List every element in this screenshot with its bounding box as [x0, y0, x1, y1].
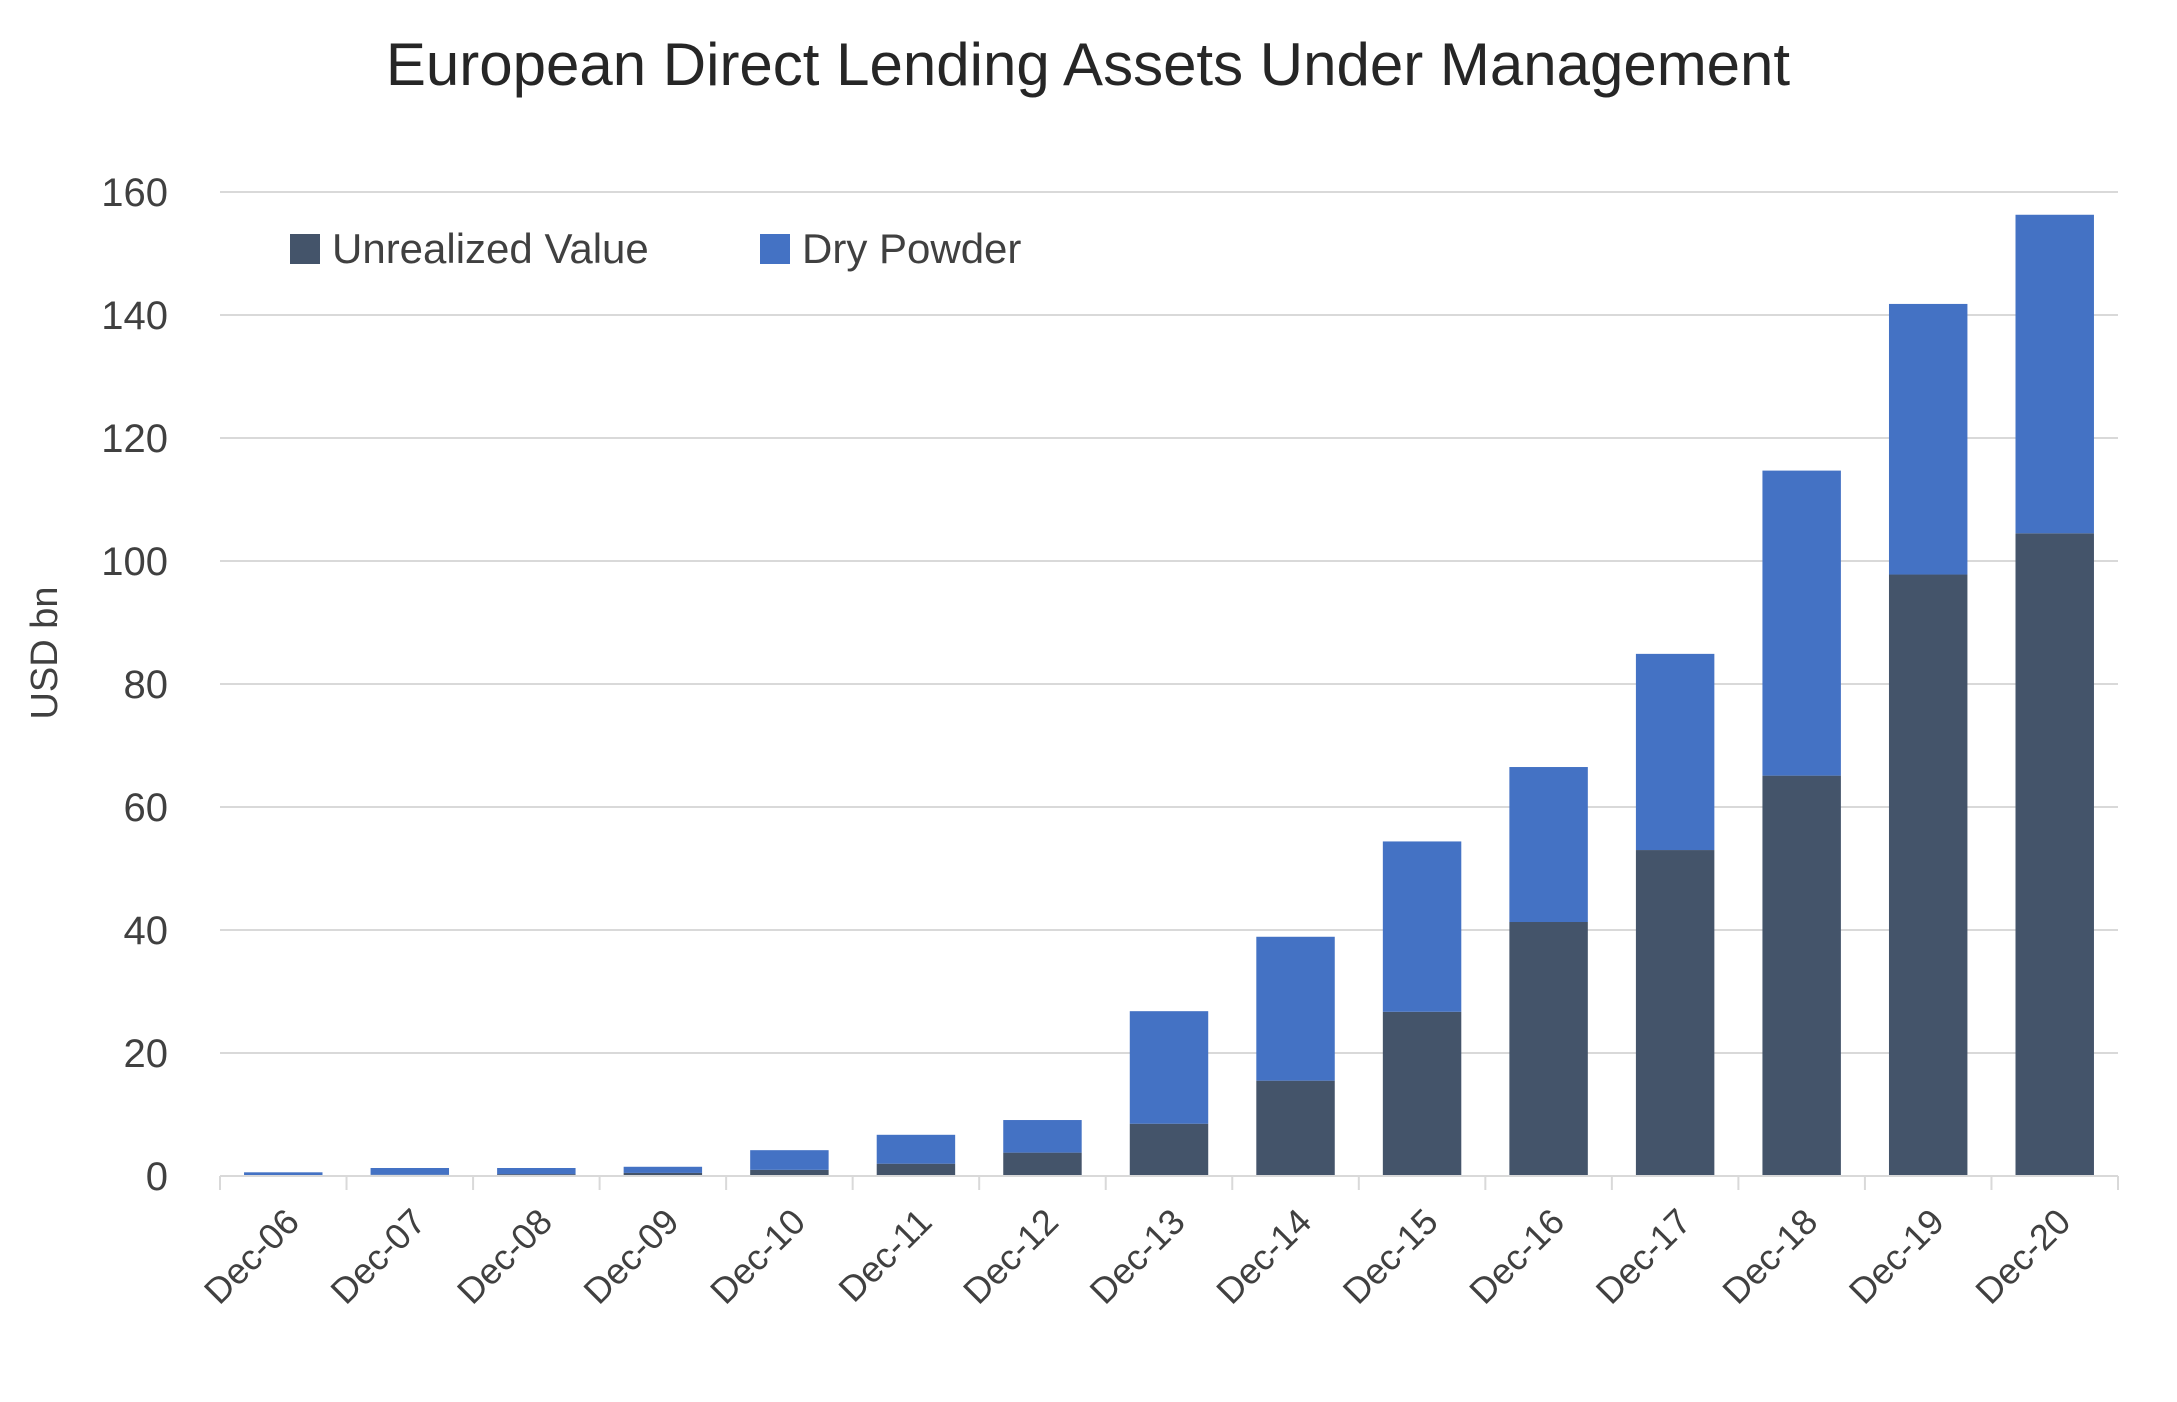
bar-dry-powder [1888, 303, 1968, 575]
legend-swatch-dry-powder [760, 234, 790, 264]
bar-unrealized-value [2015, 533, 2094, 1176]
y-tick-label: 40 [124, 909, 169, 953]
x-tick-label: Dec-16 [1461, 1201, 1572, 1312]
y-tick-label: 120 [101, 417, 168, 461]
y-axis: 0 20 40 60 80 100 120 140 160 [101, 171, 168, 1199]
bar-dry-powder [1762, 470, 1841, 776]
legend: Unrealized Value Dry Powder [290, 225, 1021, 272]
bar-unrealized-value [750, 1169, 829, 1176]
bar-dry-powder [1129, 1011, 1209, 1124]
x-tick-label: Dec-11 [830, 1201, 939, 1310]
legend-label: Dry Powder [802, 225, 1021, 272]
y-tick-label: 60 [124, 786, 169, 830]
legend-swatch-unrealized-value [290, 234, 320, 264]
bar-dry-powder [623, 1166, 703, 1173]
x-tick-label: Dec-09 [575, 1201, 686, 1312]
x-tick-label: Dec-13 [1082, 1201, 1193, 1312]
bar-unrealized-value [1888, 574, 1968, 1176]
x-tick-label: Dec-19 [1841, 1201, 1952, 1312]
legend-label: Unrealized Value [332, 225, 649, 272]
y-axis-title: USD bn [24, 586, 66, 719]
bar-dry-powder [244, 1172, 323, 1176]
bar-dry-powder [1003, 1120, 1082, 1153]
x-tick-label: Dec-18 [1714, 1201, 1825, 1312]
bar-unrealized-value [1129, 1123, 1209, 1176]
bar-unrealized-value [1382, 1011, 1462, 1176]
bar-dry-powder [1509, 767, 1588, 923]
bar-unrealized-value [1509, 922, 1588, 1176]
bar-dry-powder [370, 1168, 450, 1175]
bar-unrealized-value [876, 1163, 956, 1176]
bar-dry-powder [1635, 653, 1715, 851]
bar-dry-powder [1382, 841, 1462, 1012]
bar-unrealized-value [1762, 775, 1841, 1176]
x-tick-label: Dec-10 [702, 1201, 813, 1312]
x-tick-label: Dec-17 [1588, 1201, 1699, 1312]
x-tick-label: Dec-14 [1208, 1201, 1319, 1312]
bars [244, 214, 2094, 1176]
bar-dry-powder [876, 1134, 956, 1164]
bar-unrealized-value [1635, 850, 1715, 1176]
x-tick-label: Dec-07 [322, 1201, 433, 1312]
y-tick-label: 160 [101, 171, 168, 215]
bar-dry-powder [750, 1150, 829, 1170]
bar-unrealized-value [623, 1172, 703, 1176]
x-tick-label: Dec-06 [196, 1201, 307, 1312]
y-tick-label: 0 [146, 1155, 168, 1199]
chart-title: European Direct Lending Assets Under Man… [386, 31, 1791, 98]
y-tick-label: 80 [124, 663, 169, 707]
bar-unrealized-value [1256, 1080, 1335, 1176]
x-tick-label: Dec-20 [1967, 1201, 2078, 1312]
bar-dry-powder [2015, 214, 2094, 534]
gridlines [220, 191, 2118, 1054]
x-tick-label: Dec-15 [1335, 1201, 1446, 1312]
bar-unrealized-value [1003, 1152, 1082, 1176]
y-tick-label: 100 [101, 540, 168, 584]
x-tick-label: Dec-08 [449, 1201, 560, 1312]
x-tick-label: Dec-12 [955, 1201, 1066, 1312]
bar-dry-powder [497, 1168, 576, 1175]
y-tick-label: 140 [101, 294, 168, 338]
y-tick-label: 20 [124, 1032, 169, 1076]
bar-dry-powder [1256, 936, 1335, 1081]
x-axis: Dec-06 Dec-07 Dec-08 Dec-09 Dec-10 Dec-11 Dec-… [196, 1175, 2119, 1312]
